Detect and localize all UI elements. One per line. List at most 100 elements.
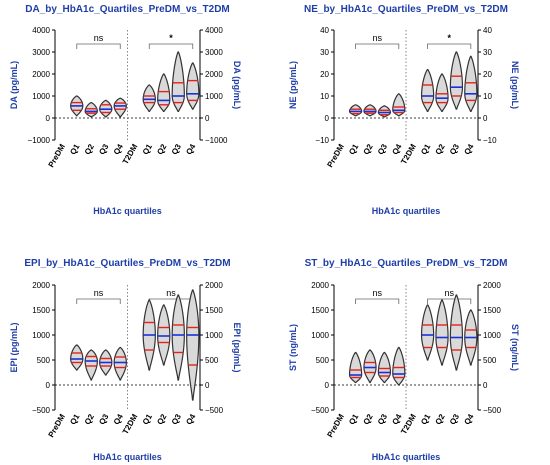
- x-category-label: Q3: [448, 142, 461, 156]
- x-category-label: Q2: [155, 142, 168, 156]
- significance-bracket: [427, 298, 472, 304]
- x-category-label: T2DM: [399, 412, 418, 436]
- violin-body: [449, 51, 464, 110]
- panel-epi: EPI_by_HbA1c_Quartiles_PreDM_vs_T2DM 2000…: [9, 258, 242, 462]
- x-category-label: Q4: [112, 412, 125, 426]
- y-tick-label-right: 3000: [205, 48, 223, 57]
- y-tick-label-left: 1500: [311, 306, 329, 315]
- y-tick-label-left: 20: [320, 70, 329, 79]
- significance-bracket: [355, 43, 400, 49]
- y-tick-label-left: 1000: [311, 331, 329, 340]
- x-category-label: Q2: [362, 142, 375, 156]
- violin-body: [186, 289, 200, 401]
- y-tick-label-right: 0: [205, 381, 210, 390]
- y-tick-label-left: −500: [32, 406, 51, 415]
- y-tick-label-right: 1000: [205, 92, 223, 101]
- violin-body: [377, 351, 392, 384]
- y-tick-label-left: 2000: [32, 281, 50, 290]
- y-tick-label-left: 0: [325, 381, 330, 390]
- x-category-label: Q1: [419, 142, 432, 156]
- violin-body: [363, 349, 377, 384]
- x-category-label: Q3: [170, 142, 183, 156]
- violin-body: [435, 73, 449, 112]
- significance-label: ns: [94, 288, 104, 298]
- violin-body: [363, 104, 377, 117]
- significance-label: ns: [372, 288, 382, 298]
- x-category-label: T2DM: [121, 142, 140, 166]
- y-tick-label-left: 40: [320, 26, 329, 35]
- x-category-label: Q4: [462, 142, 475, 156]
- violin-body: [464, 55, 478, 112]
- x-axis-title: HbA1c quartiles: [372, 206, 441, 216]
- y-tick-label-right: 10: [483, 92, 492, 101]
- violin-body: [142, 84, 156, 112]
- x-category-label: Q1: [419, 412, 432, 426]
- x-category-label: Q2: [83, 412, 96, 426]
- y-axis-title-right: DA (pg/mL): [232, 61, 242, 109]
- y-tick-label-right: 2000: [483, 281, 501, 290]
- y-tick-label-left: 30: [320, 48, 329, 57]
- x-category-label: Q4: [184, 142, 197, 156]
- y-tick-label-right: 1500: [483, 306, 501, 315]
- y-tick-label-left: 1000: [32, 331, 50, 340]
- significance-label: ns: [166, 288, 176, 298]
- x-axis-title: HbA1c quartiles: [93, 452, 162, 462]
- x-category-label: Q1: [68, 412, 81, 426]
- x-category-label: Q2: [155, 412, 168, 426]
- violin-body: [84, 102, 98, 118]
- x-category-label: Q3: [97, 412, 110, 426]
- panel-st: ST_by_HbA1c_Quartiles_PreDM_vs_T2DM 2000 2…: [288, 258, 520, 462]
- significance-bracket: [148, 298, 194, 304]
- y-tick-label-right: 40: [483, 26, 492, 35]
- violin-body: [420, 69, 435, 112]
- y-tick-label-right: −500: [205, 406, 224, 415]
- violin-body: [157, 304, 171, 366]
- y-tick-label-left: 3000: [32, 48, 50, 57]
- x-category-label: Q2: [434, 412, 447, 426]
- x-category-label: Q1: [347, 412, 360, 426]
- chart-title: DA_by_HbA1c_Quartiles_PreDM_vs_T2DM: [25, 4, 230, 15]
- significance-label: ns: [372, 33, 382, 43]
- x-category-label: PreDM: [47, 142, 68, 169]
- y-tick-label-left: 10: [320, 92, 329, 101]
- y-axis-title-left: EPI (pg/mL): [9, 323, 19, 373]
- y-axis-title-right: EPI (pg/mL): [232, 323, 242, 373]
- y-tick-label-right: 30: [483, 48, 492, 57]
- y-tick-label-left: 1500: [32, 306, 50, 315]
- y-tick-label-right: 2000: [205, 281, 223, 290]
- x-category-label: Q3: [448, 412, 461, 426]
- y-tick-label-left: 4000: [32, 26, 50, 35]
- x-category-label: Q3: [170, 412, 183, 426]
- violin-body: [186, 62, 200, 110]
- significance-label: ns: [444, 288, 454, 298]
- violin-body: [113, 97, 127, 118]
- significance-label: *: [169, 33, 173, 43]
- x-category-label: Q1: [68, 142, 81, 156]
- significance-label: *: [447, 33, 451, 43]
- y-tick-label-right: 1000: [205, 331, 223, 340]
- x-category-label: Q3: [376, 412, 389, 426]
- y-tick-label-left: 0: [46, 381, 51, 390]
- panel-da: DA_by_HbA1c_Quartiles_PreDM_vs_T2DM 4000 4…: [9, 4, 242, 216]
- y-axis-title-right: NE (pg/mL): [510, 61, 520, 109]
- x-category-label: Q1: [347, 142, 360, 156]
- chart-title: EPI_by_HbA1c_Quartiles_PreDM_vs_T2DM: [24, 258, 230, 269]
- significance-bracket: [76, 298, 121, 304]
- significance-bracket: [148, 43, 194, 49]
- y-tick-label-right: 500: [205, 356, 219, 365]
- chart-title: ST_by_HbA1c_Quartiles_PreDM_vs_T2DM: [305, 258, 508, 269]
- x-category-label: Q1: [141, 412, 154, 426]
- y-axis-title-right: ST (ng/mL): [510, 324, 520, 371]
- x-category-label: Q4: [462, 412, 475, 426]
- y-tick-label-right: 1500: [205, 306, 223, 315]
- x-category-label: Q4: [390, 412, 403, 426]
- x-category-label: PreDM: [325, 412, 346, 439]
- chart-title: NE_by_HbA1c_Quartiles_PreDM_vs_T2DM: [304, 4, 508, 15]
- x-category-label: Q1: [141, 142, 154, 156]
- x-category-label: Q4: [112, 142, 125, 156]
- x-category-label: Q2: [434, 142, 447, 156]
- x-category-label: Q3: [376, 142, 389, 156]
- y-tick-label-right: −10: [483, 136, 497, 145]
- violin-body: [435, 299, 449, 366]
- y-tick-label-left: 1000: [32, 92, 50, 101]
